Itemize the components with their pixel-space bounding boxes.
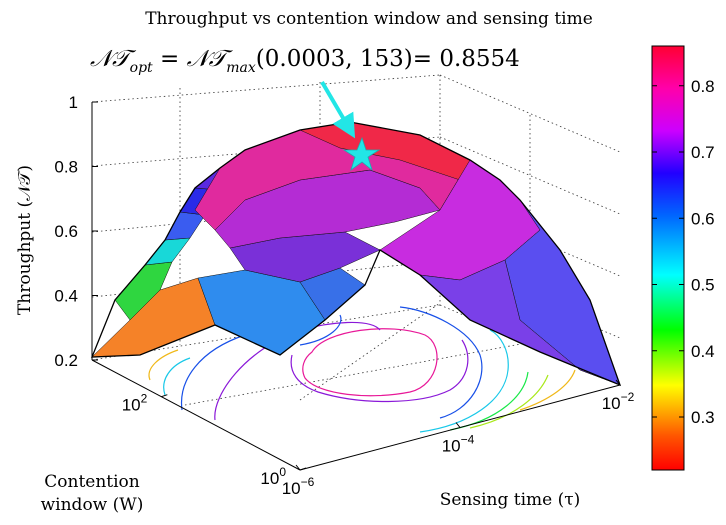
z-tick-label: 1 [69, 93, 78, 112]
x-tick-mark [455, 422, 461, 428]
annotation-lhs-sub: opt [130, 60, 153, 76]
colorbar-tick-label: 0.3 [691, 408, 715, 427]
colorbar-tick-label: 0.6 [691, 209, 715, 228]
optimum-annotation: 𝒩𝒯opt = 𝒩𝒯max(0.0003, 153)= 0.8554 [90, 46, 520, 76]
x-axis-label: Sensing time (τ) [440, 490, 581, 510]
x-tick-label: 10−2 [602, 390, 635, 413]
z-tick-label: 0.6 [54, 222, 78, 241]
z-tick-label: 0.4 [54, 287, 78, 306]
colorbar-tick-label: 0.5 [691, 276, 715, 295]
y-axis-label-line2: window (W) [41, 495, 144, 515]
x-axis: 10−6 10−4 10−2 [282, 379, 635, 498]
z-axis: 0.2 0.4 0.6 0.8 1 [54, 93, 98, 370]
colorbar-tick-label: 0.8 [691, 77, 715, 96]
annotation-rhs-sub: max [226, 60, 256, 76]
z-axis-label: Throughput (𝒩𝒯) [15, 165, 35, 315]
x-tick-mark [295, 464, 301, 471]
annotation-lhs: 𝒩𝒯 [90, 46, 137, 72]
x-tick-mark [615, 379, 621, 386]
y-axis: 100 102 [91, 359, 307, 488]
y-tick-mark [161, 394, 168, 398]
colorbar-tick-label: 0.4 [691, 342, 715, 361]
annotation-args: (0.0003, 153) [256, 46, 413, 72]
colorbar-gradient [651, 45, 685, 471]
z-tick-label: 0.2 [54, 351, 78, 370]
colorbar-tick-label: 0.7 [691, 143, 715, 162]
x-tick-label: 10−4 [442, 433, 475, 456]
annotation-value: = 0.8554 [413, 46, 520, 72]
y-tick-label: 100 [260, 465, 286, 488]
z-tick-label: 0.8 [54, 158, 78, 177]
chart-title: Throughput vs contention window and sens… [145, 9, 593, 29]
svg-text:𝒩𝒯opt = 𝒩𝒯max(0.0003, 153): 𝒩𝒯opt = 𝒩𝒯max(0.0003, 153)= 0.8554 [90, 46, 520, 76]
x-tick-label: 10−6 [282, 475, 315, 498]
optimum-marker [320, 80, 381, 172]
y-tick-label: 102 [122, 392, 148, 415]
star-marker [342, 136, 381, 172]
colorbar: 0.3 0.4 0.5 0.6 0.7 0.8 [651, 45, 715, 471]
y-axis-label-line1: Contention [44, 472, 140, 492]
annotation-rhs: 𝒩𝒯 [187, 46, 234, 72]
